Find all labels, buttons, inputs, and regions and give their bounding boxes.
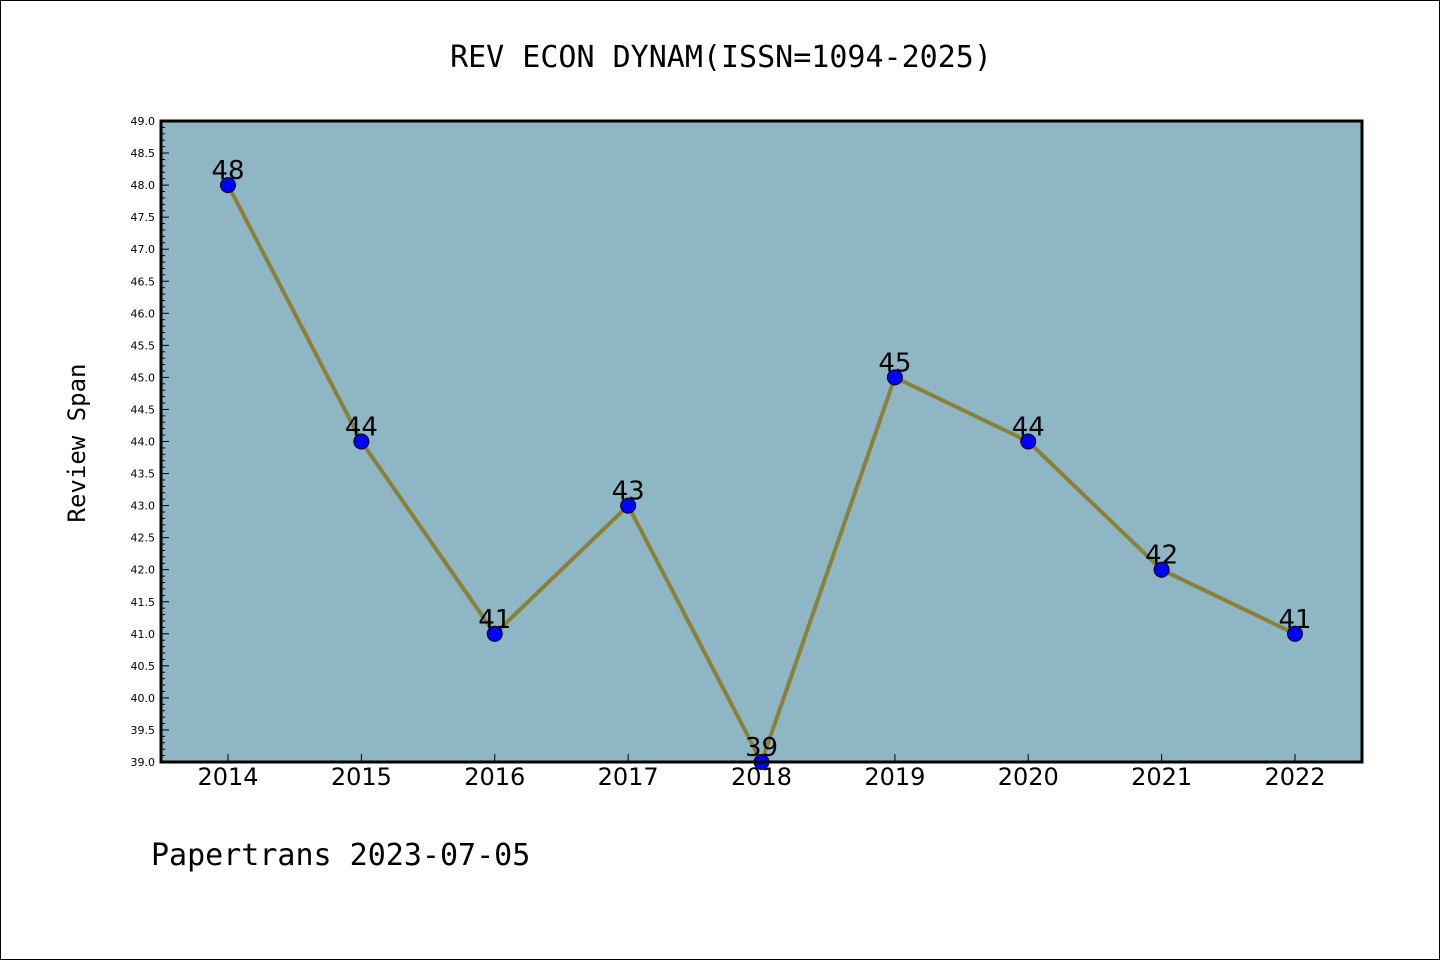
data-point [353,433,370,450]
y-tick-label: 40.5 [131,660,156,673]
y-tick-label: 41.0 [131,628,156,641]
footer-text: Papertrans 2023-07-05 [151,838,530,873]
y-tick-label: 43.5 [131,468,156,481]
x-tick-label: 2017 [598,763,659,791]
chart-title: REV ECON DYNAM(ISSN=1094-2025) [450,40,992,75]
y-tick-label: 48.5 [131,147,156,160]
y-axis-label: Review Span [63,364,91,523]
data-point [620,497,637,514]
data-label: 48 [211,156,244,186]
y-tick-label: 39.5 [131,724,156,737]
y-axis: 39.0 39.5 40.0 40.5 41.0 41.5 42.0 42.5 43.0 43.5… [131,115,169,769]
x-tick-label: 2014 [197,763,258,791]
y-tick-label: 46.0 [131,307,156,320]
y-tick-label: 47.0 [131,243,156,256]
data-point [1153,561,1170,578]
data-point [1287,625,1303,642]
y-tick-label: 44.0 [131,436,156,449]
y-tick-label: 43.0 [131,500,156,513]
x-tick-label: 2020 [998,763,1059,791]
data-label: 41 [478,605,511,635]
data-label: 44 [345,413,378,443]
data-label: 43 [612,477,645,507]
data-label: 42 [1145,541,1178,571]
x-axis: 2014 2015 2016 2017 2018 2019 2020 2021 2022 [197,754,1326,791]
x-tick-label: 2015 [331,763,392,791]
data-label: 45 [878,348,911,378]
data-label: 39 [745,733,778,763]
plot-border [159,119,1364,764]
y-tick-label: 45.5 [131,339,156,352]
y-tick-label: 42.0 [131,564,156,577]
y-tick-label: 41.5 [131,596,156,609]
x-tick-label: 2022 [1264,763,1325,791]
y-tick-label: 47.5 [131,211,156,224]
y-tick-label: 49.0 [131,115,156,128]
y-tick-label: 45.0 [131,371,156,384]
data-label: 41 [1278,605,1311,635]
y-tick-label: 40.0 [131,692,156,705]
data-labels: 48 44 41 43 39 45 44 42 41 [211,156,1311,763]
x-tick-label: 2021 [1131,763,1192,791]
data-point [1020,433,1037,450]
data-point [220,177,236,194]
x-tick-label: 2019 [864,763,925,791]
data-label: 44 [1012,413,1045,443]
y-tick-label: 42.5 [131,532,156,545]
plot-area [161,121,1362,762]
y-tick-label: 46.5 [131,275,156,288]
y-tick-label: 48.0 [131,179,156,192]
x-tick-label: 2016 [464,763,525,791]
y-tick-label: 44.5 [131,403,156,416]
data-point [886,369,903,386]
y-tick-label: 39.0 [131,756,156,769]
data-point [486,625,503,642]
